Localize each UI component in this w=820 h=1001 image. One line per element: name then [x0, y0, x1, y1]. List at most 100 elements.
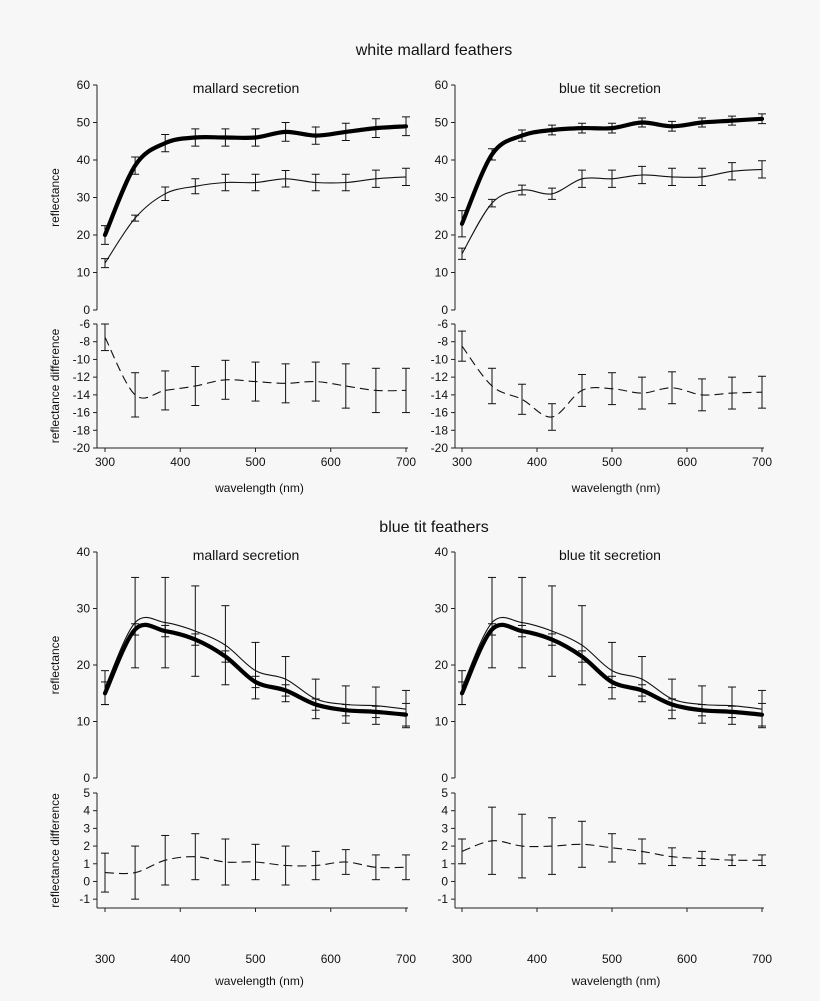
- x-tick-label: 400: [170, 455, 190, 469]
- panel-blue-tit-secretion: 0 10 20 30 40 50 60 blue tit secretion -6 -8 -10 -1…: [431, 78, 773, 495]
- y-tick-label: 0: [441, 771, 448, 785]
- y-tick-label: 4: [441, 804, 448, 818]
- y-tick-label: 30: [435, 602, 449, 616]
- series-line-bold: [459, 116, 765, 226]
- y-tick-label: 10: [435, 715, 449, 729]
- y-tick-label: 10: [435, 266, 449, 280]
- panel-title: blue tit secretion: [559, 547, 661, 563]
- x-tick-label: 300: [95, 952, 115, 966]
- y-tick-label: 20: [77, 228, 91, 242]
- y-tick-label: 2: [83, 839, 90, 853]
- y-tick-label: 30: [77, 602, 91, 616]
- y-tick-label: -10: [431, 352, 449, 366]
- x-axis-label: wavelength (nm): [214, 481, 304, 495]
- panel-title: mallard secretion: [193, 547, 300, 563]
- x-tick-label: 400: [527, 952, 547, 966]
- y-tick-label: -6: [79, 317, 90, 331]
- difference-y-label: reflectance difference: [48, 328, 62, 443]
- y-tick-label: 50: [435, 116, 449, 130]
- x-tick-label: 300: [452, 952, 472, 966]
- x-tick-label: 400: [170, 952, 190, 966]
- section-title: white mallard feathers: [355, 42, 513, 59]
- series-line-bold: [102, 124, 409, 238]
- y-tick-label: -16: [431, 406, 449, 420]
- reflectance-series-group: [101, 116, 410, 269]
- x-tick-label: 600: [321, 455, 341, 469]
- reflectance-series-group: [458, 113, 766, 260]
- series-line-bold: [459, 622, 765, 717]
- x-tick-label: 700: [396, 952, 416, 966]
- y-tick-label: -1: [79, 892, 90, 906]
- y-tick-label: -20: [73, 441, 91, 455]
- y-tick-label: 1: [83, 857, 90, 871]
- y-tick-label: -8: [437, 335, 448, 349]
- difference-series-group: [101, 833, 410, 900]
- series-line-thin: [461, 168, 763, 255]
- y-tick-label: 40: [77, 153, 91, 167]
- y-tick-label: 40: [435, 153, 449, 167]
- x-axis-label: wavelength (nm): [571, 481, 661, 495]
- y-tick-label: -12: [431, 370, 449, 384]
- difference-series-group: [458, 806, 766, 879]
- x-tick-label: 600: [677, 455, 697, 469]
- difference-series-group: [458, 330, 766, 431]
- y-tick-label: -18: [431, 423, 449, 437]
- panel-mallard-secretion: 0 10 20 30 40 50 60 mallard secretion reflectanc…: [48, 78, 416, 495]
- y-tick-label: 30: [435, 191, 449, 205]
- reflectance-series-group: [101, 576, 410, 729]
- series-line-thin: [461, 616, 763, 710]
- y-tick-label: 3: [441, 821, 448, 835]
- y-tick-label: -14: [73, 388, 91, 402]
- y-tick-label: -10: [73, 352, 91, 366]
- series-line-difference: [104, 337, 407, 399]
- series-line-thin: [104, 176, 407, 264]
- y-tick-label: -12: [73, 370, 91, 384]
- y-tick-label: 10: [77, 715, 91, 729]
- y-tick-label: 1: [441, 857, 448, 871]
- reflectance-y-label: reflectance: [48, 635, 62, 694]
- y-tick-label: 3: [83, 821, 90, 835]
- y-tick-label: 40: [435, 545, 449, 559]
- x-tick-label: 600: [677, 952, 697, 966]
- y-tick-label: 20: [435, 228, 449, 242]
- x-tick-label: 700: [396, 455, 416, 469]
- y-tick-label: 2: [441, 839, 448, 853]
- y-tick-label: 20: [77, 658, 91, 672]
- y-tick-label: 0: [441, 303, 448, 317]
- series-line-thin: [104, 616, 407, 710]
- y-tick-label: -18: [73, 423, 91, 437]
- y-tick-label: 60: [435, 78, 449, 92]
- y-tick-label: 0: [83, 874, 90, 888]
- y-tick-label: 50: [77, 116, 91, 130]
- section-white-mallard-feathers: white mallard feathers 0 10 20 30 40 50 60 malla…: [48, 42, 772, 495]
- reflectance-y-label: reflectance: [48, 168, 62, 227]
- series-line-difference: [461, 840, 763, 861]
- y-tick-label: 30: [77, 191, 91, 205]
- series-line-difference: [461, 345, 763, 418]
- section-title: blue tit feathers: [379, 519, 488, 536]
- x-tick-label: 500: [602, 952, 622, 966]
- y-tick-label: -16: [73, 406, 91, 420]
- difference-series-group: [101, 323, 410, 418]
- y-tick-label: 5: [83, 786, 90, 800]
- y-tick-label: -8: [79, 335, 90, 349]
- x-tick-label: 700: [752, 455, 772, 469]
- x-tick-label: 300: [95, 455, 115, 469]
- x-tick-label: 500: [245, 455, 265, 469]
- panel-title: mallard secretion: [193, 80, 300, 96]
- y-tick-label: 0: [441, 874, 448, 888]
- series-line-difference: [104, 856, 407, 875]
- y-tick-label: -14: [431, 388, 449, 402]
- y-tick-label: 60: [77, 78, 91, 92]
- y-tick-label: -20: [431, 441, 449, 455]
- x-tick-label: 500: [602, 455, 622, 469]
- x-axis-label: wavelength (nm): [214, 974, 304, 988]
- y-tick-label: 20: [435, 658, 449, 672]
- x-tick-label: 700: [752, 952, 772, 966]
- y-tick-label: -6: [437, 317, 448, 331]
- y-tick-label: 5: [441, 786, 448, 800]
- x-tick-label: 300: [452, 455, 472, 469]
